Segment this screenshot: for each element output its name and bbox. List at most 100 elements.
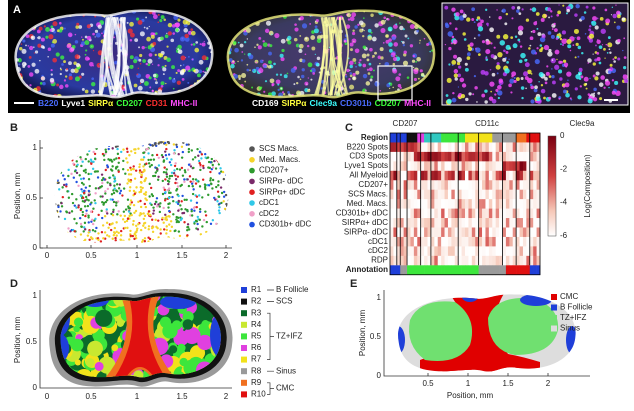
heat-cell bbox=[533, 236, 537, 247]
heat-cell bbox=[516, 133, 520, 143]
cell bbox=[89, 172, 93, 176]
cell bbox=[193, 240, 197, 243]
cell bbox=[143, 214, 147, 218]
speckle bbox=[316, 35, 322, 40]
cell bbox=[142, 222, 146, 225]
heat-cell bbox=[447, 227, 452, 238]
cell bbox=[213, 244, 215, 246]
cell bbox=[158, 210, 162, 214]
channel-legend: B220 Lyve1 SIRPα CD207 CD31 MHC-II bbox=[38, 98, 197, 108]
cell bbox=[115, 166, 118, 169]
speckle bbox=[485, 40, 490, 45]
speckle bbox=[29, 45, 34, 51]
cell bbox=[113, 176, 116, 179]
heat-cell bbox=[444, 265, 449, 276]
heat-cell bbox=[390, 208, 394, 219]
heat-cell bbox=[505, 246, 510, 257]
cell bbox=[61, 186, 64, 189]
speckle bbox=[349, 42, 354, 47]
speckle bbox=[19, 47, 23, 51]
speckle bbox=[154, 81, 158, 85]
heat-cell bbox=[396, 170, 401, 181]
cell bbox=[52, 140, 54, 142]
speckle bbox=[84, 35, 88, 39]
speckle bbox=[60, 55, 65, 60]
heat-cell bbox=[512, 161, 517, 172]
heat-cell bbox=[512, 170, 517, 181]
cell bbox=[213, 236, 217, 239]
heat-cell bbox=[499, 189, 503, 200]
speckle bbox=[370, 31, 373, 34]
speckle bbox=[262, 59, 264, 61]
cell bbox=[55, 167, 58, 171]
heat-cell bbox=[519, 218, 524, 228]
cell bbox=[109, 228, 113, 232]
cell bbox=[132, 189, 136, 193]
speckle bbox=[34, 68, 40, 74]
panel-label: C bbox=[345, 122, 353, 134]
heat-cell bbox=[502, 218, 507, 228]
heat-cell bbox=[488, 265, 493, 276]
cell bbox=[142, 224, 145, 227]
cell bbox=[177, 194, 180, 198]
heat-cell bbox=[393, 227, 398, 238]
speckle bbox=[296, 82, 299, 85]
cell bbox=[165, 228, 168, 232]
heat-cell bbox=[502, 236, 507, 247]
cell bbox=[129, 173, 133, 176]
channel-legend: CD169 SIRPα Clec9a CD301b CD207 MHC-II bbox=[252, 98, 431, 108]
speckle bbox=[556, 13, 559, 17]
speckle bbox=[58, 21, 62, 25]
heat-cell bbox=[451, 189, 456, 200]
cell bbox=[187, 163, 191, 166]
cell bbox=[111, 165, 114, 168]
cell bbox=[145, 148, 148, 151]
speckle bbox=[175, 71, 178, 75]
speckle bbox=[468, 92, 472, 96]
heat-cell bbox=[522, 246, 527, 257]
speckle bbox=[530, 99, 535, 104]
cell bbox=[210, 157, 214, 161]
cell bbox=[172, 243, 174, 245]
cell bbox=[130, 150, 133, 153]
speckle bbox=[354, 62, 357, 64]
cell bbox=[211, 178, 215, 182]
heat-cell bbox=[447, 189, 452, 200]
speckle bbox=[465, 97, 469, 102]
cell bbox=[137, 147, 140, 150]
heat-cell bbox=[410, 161, 415, 172]
cell bbox=[186, 168, 190, 171]
cell bbox=[56, 158, 59, 162]
speckle bbox=[547, 7, 552, 12]
heat-cell bbox=[499, 133, 503, 143]
heat-cell bbox=[526, 189, 531, 200]
speckle bbox=[290, 67, 296, 73]
heat-cell bbox=[478, 189, 483, 200]
speckle bbox=[320, 31, 322, 33]
speckle bbox=[445, 94, 449, 97]
cell bbox=[189, 214, 192, 217]
legend-swatch bbox=[551, 315, 557, 321]
heat-cell bbox=[396, 265, 401, 276]
heat-cell bbox=[499, 218, 503, 228]
cell bbox=[103, 231, 107, 234]
cell bbox=[190, 214, 194, 217]
speckle bbox=[202, 70, 205, 73]
cell bbox=[228, 203, 229, 206]
heat-cell bbox=[407, 208, 411, 219]
cell bbox=[148, 195, 151, 198]
heat-cell bbox=[519, 236, 524, 247]
heat-cell bbox=[441, 199, 445, 209]
speckle bbox=[68, 61, 72, 66]
cell bbox=[82, 177, 85, 180]
heat-cell bbox=[417, 133, 421, 143]
speckle bbox=[316, 38, 322, 44]
heat-cell bbox=[410, 189, 415, 200]
cell bbox=[142, 141, 145, 143]
cell bbox=[190, 182, 194, 185]
cell bbox=[107, 144, 111, 147]
heat-cell bbox=[478, 161, 483, 172]
cell bbox=[105, 198, 109, 202]
speckle bbox=[357, 23, 360, 26]
speckle bbox=[466, 17, 471, 22]
